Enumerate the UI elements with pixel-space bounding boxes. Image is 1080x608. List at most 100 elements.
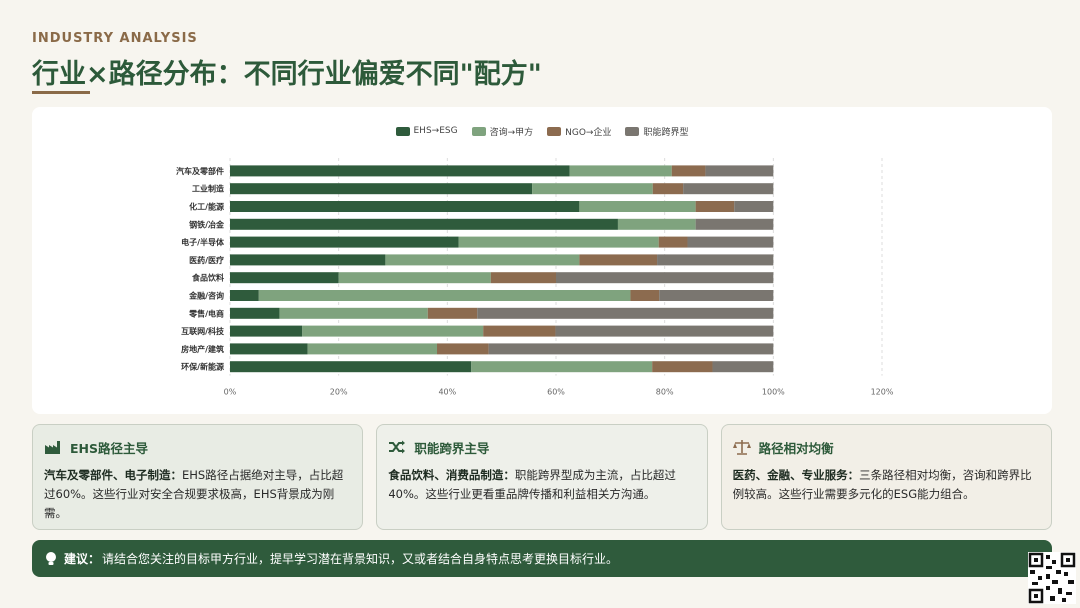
bar-segment[interactable] — [385, 254, 580, 266]
bar-segment[interactable] — [230, 290, 259, 301]
bar-segment[interactable] — [258, 290, 631, 301]
bar-segment[interactable] — [230, 361, 472, 373]
y-category-label: 钢铁/冶金 — [189, 219, 225, 229]
bar-segment[interactable] — [471, 361, 653, 373]
y-category-label: 环保/新能源 — [181, 362, 224, 372]
card-text: EHS路径占据绝对主导，占比超过60%。这些行业对安全合规要求极高，EHS背景成… — [44, 468, 344, 520]
card-title: EHS路径主导 — [70, 440, 149, 456]
x-tick-label: 120% — [871, 388, 894, 397]
insight-card-crossover: 职能跨界主导 食品饮料、消费品制造：职能跨界型成为主流，占比超过40%。这些行业… — [376, 424, 708, 530]
bar-segment[interactable] — [307, 343, 438, 355]
tip-bar: 建议： 请结合您关注的目标甲方行业，提早学习潜在背景知识，又或者结合自身特点思考… — [32, 540, 1052, 577]
bar-segment[interactable] — [695, 201, 735, 212]
bar-segment[interactable] — [458, 236, 659, 248]
legend-item-ngo[interactable]: NGO→企业 — [547, 124, 611, 138]
insight-card-balanced: 路径相对均衡 医药、金融、专业服务：三条路径相对均衡，咨询和跨界比例较高。这些行… — [720, 424, 1052, 530]
card-body: 医药、金融、专业服务：三条路径相对均衡，咨询和跨界比例较高。这些行业需要多元化的… — [733, 466, 1040, 504]
bar-segment[interactable] — [230, 343, 308, 355]
legend-item-consulting[interactable]: 咨询→甲方 — [471, 124, 533, 138]
legend-swatch — [625, 126, 640, 136]
bar-segment[interactable] — [657, 254, 774, 266]
bar-segment[interactable] — [230, 325, 303, 337]
card-title: 路径相对均衡 — [758, 440, 834, 456]
factory-icon — [45, 441, 60, 454]
y-category-label: 电子/半导体 — [181, 237, 225, 247]
legend-swatch — [547, 126, 562, 136]
y-category-label: 工业制造 — [192, 184, 224, 194]
bar-segment[interactable] — [338, 272, 491, 284]
y-category-label: 食品饮料 — [192, 273, 224, 283]
bar-segment[interactable] — [556, 272, 774, 284]
card-lead: 汽车及零部件、电子制造： — [44, 468, 182, 482]
bar-segment[interactable] — [532, 183, 653, 195]
bar-segment[interactable] — [230, 183, 533, 195]
bar-segment[interactable] — [712, 361, 774, 373]
bar-segment[interactable] — [579, 254, 658, 266]
bar-segment[interactable] — [477, 307, 774, 319]
chart-card: EHS→ESG 咨询→甲方 NGO→企业 职能跨界型 0% 20% 40% 60% 80… — [32, 107, 1052, 414]
stacked-bar-chart: 0% 20% 40% 60% 80% 100% 120% 汽车及零部件工业制造化工/能源钢铁/… — [176, 158, 894, 397]
x-tick-label: 60% — [547, 388, 565, 397]
bar-segment[interactable] — [555, 325, 774, 337]
bar-segment[interactable] — [230, 218, 618, 230]
title-rule — [32, 91, 90, 94]
bar-segment[interactable] — [671, 165, 706, 177]
page-title: 行业×路径分布：不同行业偏爱不同"配方" — [32, 59, 542, 90]
card-lead: 医药、金融、专业服务： — [732, 468, 860, 482]
bar-segment[interactable] — [695, 218, 774, 230]
card-text: 职能跨界型成为主流，占比超过40%。这些行业更看重品牌传播和利益相关方沟通。 — [388, 468, 676, 501]
legend-label: EHS→ESG — [413, 126, 458, 136]
scale-icon — [732, 440, 751, 455]
bar-segment[interactable] — [230, 307, 280, 319]
qr-code-icon[interactable] — [1028, 552, 1076, 604]
insight-cards: EHS路径主导 汽车及零部件、电子制造：EHS路径占据绝对主导，占比超过60%。… — [32, 424, 1052, 530]
bar-segment[interactable] — [658, 236, 688, 248]
legend-item-crossover[interactable]: 职能跨界型 — [625, 124, 689, 138]
bar-segment[interactable] — [652, 183, 684, 195]
bar-segment[interactable] — [279, 307, 428, 319]
x-tick-label: 80% — [656, 388, 674, 397]
bar-segment[interactable] — [483, 325, 556, 337]
y-category-label: 医药/医疗 — [189, 255, 224, 265]
legend-label: NGO→企业 — [565, 127, 612, 138]
bar-segment[interactable] — [683, 183, 774, 195]
shuffle-icon — [389, 440, 406, 454]
lightbulb-icon — [46, 551, 56, 565]
x-tick-label: 40% — [438, 388, 456, 397]
y-category-label: 互联网/科技 — [181, 326, 225, 336]
bar-segment[interactable] — [617, 218, 696, 230]
x-tick-label: 20% — [330, 388, 348, 397]
card-text: 三条路径相对均衡，咨询和跨界比例较高。这些行业需要多元化的ESG能力组合。 — [732, 468, 1032, 501]
bar-segment[interactable] — [630, 290, 660, 301]
bar-segment[interactable] — [427, 307, 478, 319]
tip-text: 请结合您关注的目标甲方行业，提早学习潜在背景知识，又或者结合自身特点思考更换目标… — [102, 552, 619, 566]
bar-segment[interactable] — [230, 254, 386, 266]
x-tick-label: 100% — [762, 388, 785, 397]
eyebrow: INDUSTRY ANALYSIS — [32, 31, 198, 46]
bar-segment[interactable] — [687, 236, 774, 248]
legend-item-ehs[interactable]: EHS→ESG — [395, 124, 458, 138]
legend-swatch — [395, 126, 410, 136]
bar-segment[interactable] — [705, 165, 774, 177]
card-lead: 食品饮料、消费品制造： — [388, 468, 515, 482]
bar-segment[interactable] — [488, 343, 774, 355]
bar-segment[interactable] — [659, 290, 774, 301]
bar-segment[interactable] — [230, 236, 459, 248]
y-category-label: 零售/电商 — [188, 308, 224, 318]
bar-segment[interactable] — [490, 272, 556, 284]
insight-card-ehs: EHS路径主导 汽车及零部件、电子制造：EHS路径占据绝对主导，占比超过60%。… — [32, 424, 364, 530]
y-category-label: 汽车及零部件 — [176, 166, 224, 176]
bar-segment[interactable] — [652, 361, 713, 373]
bar-segment[interactable] — [230, 201, 580, 212]
bar-segment[interactable] — [437, 343, 489, 355]
bar-segment[interactable] — [579, 201, 696, 212]
y-category-label: 房地产/建筑 — [181, 344, 224, 354]
bar-segment[interactable] — [230, 272, 339, 284]
y-category-label: 化工/能源 — [189, 202, 224, 212]
bar-segment[interactable] — [302, 325, 484, 337]
bar-segment[interactable] — [734, 201, 774, 212]
legend-swatch — [471, 126, 486, 136]
bar-segment[interactable] — [230, 165, 570, 177]
bar-segment[interactable] — [569, 165, 672, 177]
card-body: 食品饮料、消费品制造：职能跨界型成为主流，占比超过40%。这些行业更看重品牌传播… — [388, 466, 695, 504]
